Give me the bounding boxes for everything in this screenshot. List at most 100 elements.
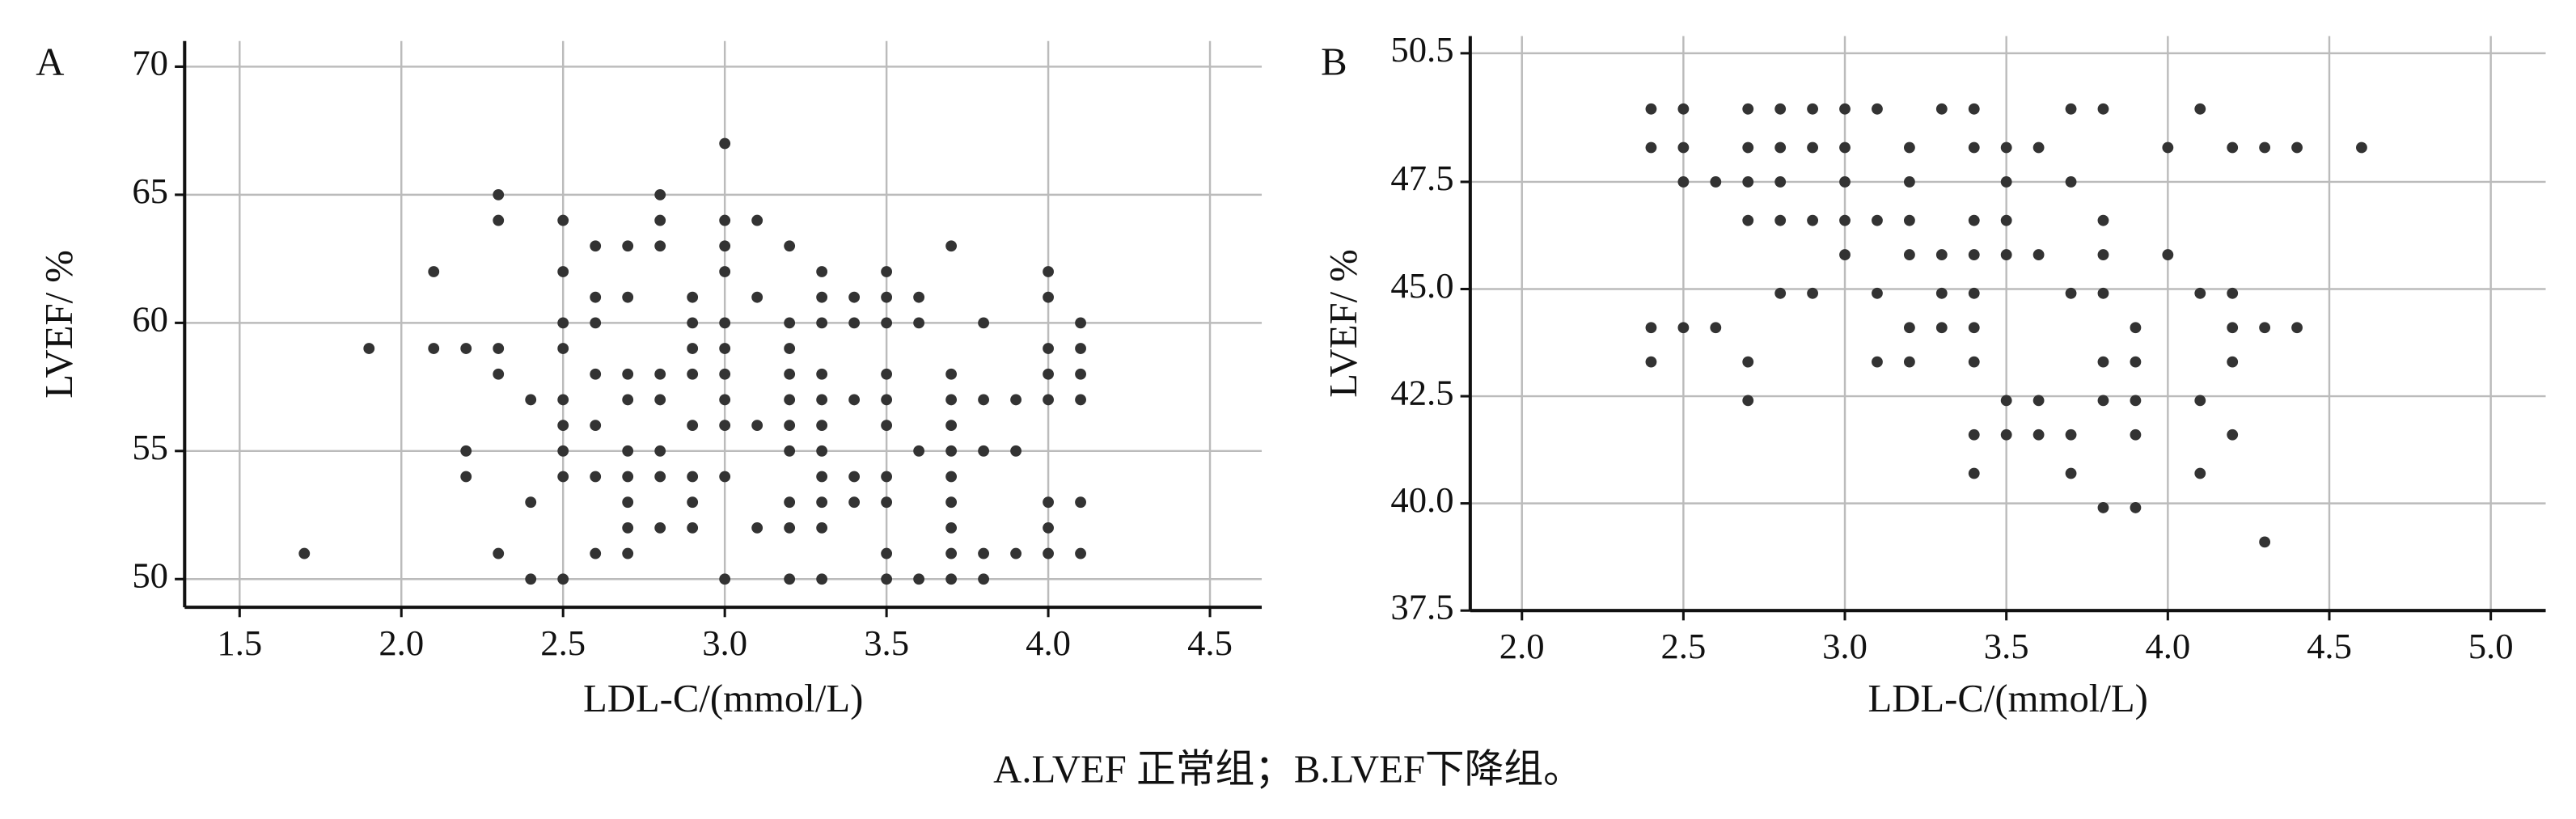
point [2162, 141, 2174, 154]
point [816, 471, 828, 483]
x-tick-label: 2.0 [379, 623, 424, 663]
point [848, 317, 861, 329]
point [687, 291, 699, 303]
point [816, 291, 828, 303]
point [557, 266, 569, 277]
point [784, 343, 796, 354]
point [1742, 103, 1754, 115]
point [1968, 103, 1980, 115]
point [428, 266, 440, 277]
point [687, 496, 699, 509]
point [1774, 103, 1787, 115]
point [1010, 394, 1022, 406]
point [1935, 287, 1948, 299]
point [1043, 547, 1054, 559]
point [2130, 395, 2142, 407]
point [2162, 249, 2174, 260]
point [1075, 394, 1086, 406]
y-tick-label: 60 [132, 299, 168, 340]
point [2000, 214, 2012, 226]
point [1839, 103, 1851, 115]
x-tick-label: 2.5 [540, 623, 586, 663]
x-tick-label: 1.5 [217, 623, 262, 663]
point [881, 471, 893, 483]
point [881, 394, 893, 406]
y-tick-label: 50.5 [1390, 29, 1453, 70]
point [654, 521, 666, 534]
point [1968, 249, 1980, 260]
point [2291, 141, 2303, 154]
point [557, 471, 569, 483]
point [1043, 343, 1054, 354]
point [1872, 287, 1883, 299]
point [816, 420, 828, 432]
point [590, 471, 602, 483]
point [1645, 356, 1657, 368]
point [1968, 356, 1980, 368]
point [719, 471, 731, 483]
point [298, 547, 311, 559]
point [881, 368, 893, 380]
point [1807, 141, 1819, 154]
point [590, 291, 602, 303]
x-tick-label: 3.5 [864, 623, 909, 663]
point [978, 547, 989, 559]
point [2000, 141, 2012, 154]
point [654, 240, 666, 252]
x-axis-label: LDL-C/(mmol/L) [1867, 677, 2147, 720]
point [557, 343, 569, 354]
point [1903, 322, 1915, 334]
point [525, 573, 537, 585]
point [2194, 287, 2206, 299]
point [2227, 141, 2239, 154]
point [363, 343, 375, 354]
y-tick-label: 42.5 [1390, 372, 1453, 412]
point [2065, 176, 2077, 188]
point [622, 521, 634, 534]
point [945, 240, 958, 252]
point [719, 420, 731, 432]
point [2000, 395, 2012, 407]
point [1968, 214, 1980, 226]
point [1677, 141, 1690, 154]
point [1043, 368, 1054, 380]
point [622, 394, 634, 406]
point [2227, 322, 2239, 334]
point [945, 521, 958, 534]
point [493, 368, 505, 380]
point [2194, 103, 2206, 115]
point [590, 368, 602, 380]
point [719, 137, 731, 150]
point [2032, 428, 2045, 441]
y-axis-label: LVEF/ % [1322, 249, 1365, 398]
point [945, 471, 958, 483]
point [784, 445, 796, 457]
x-tick-label: 3.0 [1822, 626, 1867, 666]
point [945, 420, 958, 432]
point [2065, 428, 2077, 441]
point [945, 496, 958, 509]
point [1710, 322, 1722, 334]
point [848, 394, 861, 406]
point [493, 343, 505, 354]
panel-label: B [1321, 40, 1347, 83]
x-tick-label: 5.0 [2468, 626, 2514, 666]
point [1872, 214, 1883, 226]
point [525, 394, 537, 406]
point [945, 394, 958, 406]
point [2000, 428, 2012, 441]
point [913, 317, 925, 329]
caption: A.LVEF 正常组；B.LVEF下降组。 [993, 747, 1583, 791]
y-tick-label: 47.5 [1390, 158, 1453, 198]
point [784, 521, 796, 534]
point [1677, 103, 1690, 115]
point [2259, 322, 2271, 334]
point [1872, 103, 1883, 115]
x-tick-label: 4.0 [1026, 623, 1071, 663]
point [1839, 214, 1851, 226]
point [2032, 249, 2045, 260]
point [590, 420, 602, 432]
x-tick-label: 4.5 [1187, 623, 1233, 663]
point [687, 317, 699, 329]
point [654, 445, 666, 457]
